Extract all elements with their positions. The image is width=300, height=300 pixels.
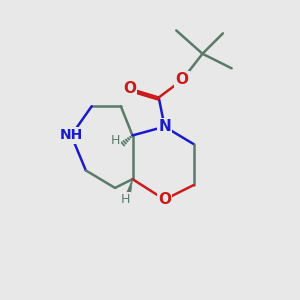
Text: O: O [123, 81, 136, 96]
Text: O: O [158, 192, 171, 207]
Text: O: O [176, 73, 189, 88]
Text: H: H [111, 134, 120, 147]
Text: H: H [121, 193, 130, 206]
Polygon shape [126, 179, 133, 196]
Text: N: N [158, 119, 171, 134]
Text: NH: NH [60, 128, 83, 142]
